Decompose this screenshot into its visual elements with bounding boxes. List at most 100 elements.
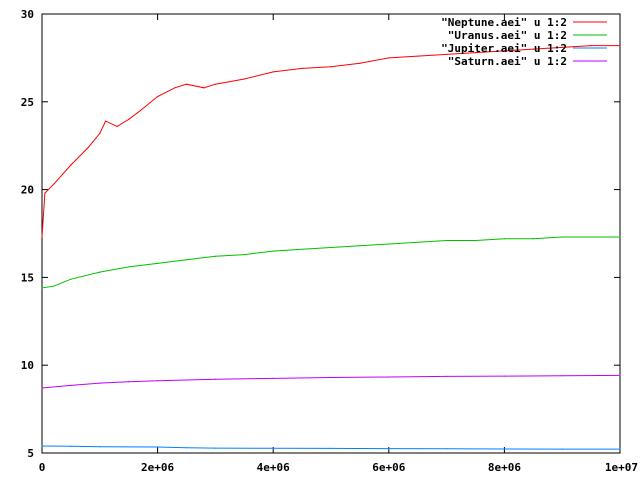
data-point (128, 381, 130, 383)
data-point (446, 448, 448, 450)
data-point (116, 125, 118, 127)
data-point (532, 238, 534, 240)
legend-label: "Uranus.aei" u 1:2 (448, 29, 567, 42)
x-tick-label: 0 (39, 461, 46, 474)
data-point (53, 183, 55, 185)
data-point (446, 239, 448, 242)
data-point (139, 110, 141, 112)
data-point (70, 384, 72, 386)
data-point (388, 448, 390, 450)
data-point (503, 238, 505, 240)
data-point (70, 445, 72, 447)
data-point (99, 132, 101, 134)
data-point (214, 255, 216, 257)
data-point (41, 236, 43, 238)
data-point (561, 46, 563, 49)
data-point (330, 66, 332, 68)
data-point (243, 78, 245, 80)
data-point (301, 67, 303, 69)
data-point (619, 45, 621, 47)
y-tick-label: 5 (27, 447, 34, 460)
data-point (53, 285, 55, 287)
data-point (105, 120, 107, 122)
series-layer (41, 45, 621, 450)
data-point (70, 164, 72, 166)
data-point (503, 375, 505, 377)
legend: "Neptune.aei" u 1:2"Uranus.aei" u 1:2"Ju… (441, 16, 607, 68)
data-point (272, 71, 274, 73)
x-tick-label: 4e+06 (257, 461, 290, 474)
data-point (214, 83, 216, 85)
data-point (561, 448, 563, 450)
data-point (214, 447, 216, 449)
data-point (359, 62, 361, 64)
data-point (128, 266, 130, 268)
series-line-0 (41, 45, 620, 238)
data-point (243, 254, 245, 256)
data-point (41, 445, 43, 447)
data-point (532, 48, 534, 50)
tick-layer: 0 2e+06 4e+06 6e+06 8e+06 1e+07 5 10 15 20 25 30 (21, 8, 638, 474)
y-tick-label: 10 (21, 359, 34, 372)
data-point (388, 243, 390, 245)
data-point (561, 375, 563, 377)
data-point (214, 378, 216, 380)
data-point (388, 376, 390, 378)
data-point (417, 55, 419, 57)
data-point (174, 87, 176, 89)
data-point (619, 236, 621, 238)
data-point (128, 118, 130, 120)
data-point (301, 248, 303, 250)
data-point (619, 448, 621, 450)
data-point (503, 448, 505, 450)
data-point (157, 262, 159, 264)
data-point (474, 52, 477, 54)
data-point (272, 377, 274, 379)
x-tick-label: 2e+06 (141, 461, 174, 474)
data-point (446, 53, 448, 56)
legend-label: "Jupiter.aei" u 1:2 (441, 42, 567, 55)
data-point (44, 192, 46, 194)
legend-label: "Neptune.aei" u 1:2 (441, 16, 567, 29)
data-point (41, 387, 43, 389)
data-point (157, 95, 159, 98)
data-point (474, 239, 477, 242)
data-point (185, 447, 188, 449)
data-point (41, 287, 43, 289)
data-point (99, 446, 101, 448)
data-point (417, 241, 419, 243)
data-point (388, 57, 390, 59)
data-point (157, 446, 159, 448)
data-point (185, 259, 188, 261)
series-line-1 (41, 236, 620, 289)
data-point (503, 50, 505, 52)
data-point (157, 380, 159, 382)
plot-frame (41, 13, 621, 454)
data-point (99, 382, 101, 384)
data-point (446, 375, 448, 377)
data-point (561, 236, 563, 238)
data-point (330, 447, 332, 449)
x-tick-label: 8e+06 (488, 461, 521, 474)
y-tick-label: 15 (21, 271, 34, 284)
data-point (330, 246, 332, 249)
data-point (185, 83, 188, 85)
x-tick-label: 6e+06 (372, 461, 405, 474)
data-point (203, 87, 205, 89)
data-point (330, 376, 332, 379)
data-point (70, 278, 72, 280)
y-tick-label: 20 (21, 184, 34, 197)
data-point (590, 236, 592, 238)
y-tick-label: 30 (21, 8, 34, 21)
y-tick-label: 25 (21, 96, 34, 109)
data-point (99, 271, 101, 273)
data-point (590, 45, 592, 47)
data-point (272, 447, 274, 449)
data-point (87, 146, 89, 149)
legend-label: "Saturn.aei" u 1:2 (448, 55, 567, 68)
data-point (359, 245, 361, 247)
data-point (619, 374, 621, 376)
data-point (272, 250, 274, 252)
x-tick-label: 1e+07 (605, 461, 638, 474)
